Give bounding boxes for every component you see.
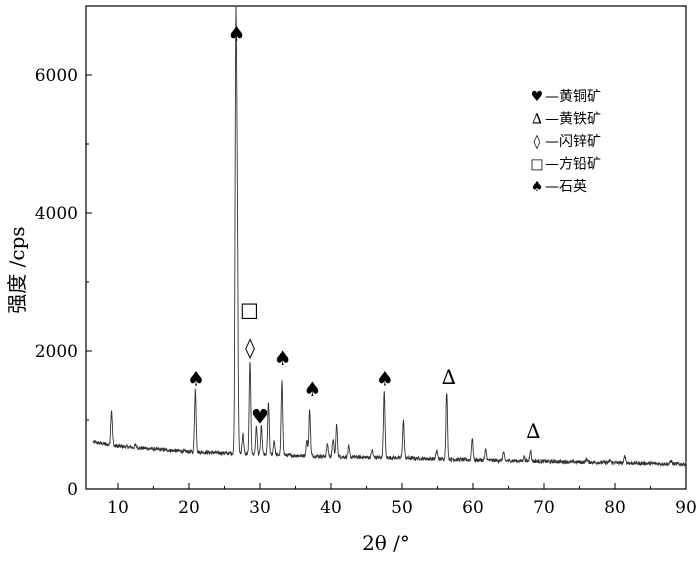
legend-symbol: ♥ xyxy=(531,89,544,105)
x-tick-label: 30 xyxy=(249,498,271,518)
peak-marker: ♠ xyxy=(274,346,292,370)
y-axis-title: 强度 /cps xyxy=(5,226,29,313)
peak-marker: ♠ xyxy=(376,367,394,391)
peak-marker: ♥ xyxy=(251,404,269,428)
x-tick-label: 10 xyxy=(107,498,129,518)
peak-marker: ♠ xyxy=(187,367,205,391)
y-tick-label: 6000 xyxy=(35,66,78,86)
plot-frame xyxy=(85,5,687,490)
legend-symbol: ◊ xyxy=(534,134,541,150)
x-axis: 10 20 30 40 50 60 70 80 90 xyxy=(107,483,697,518)
peak-marker: ∆ xyxy=(526,419,540,443)
peak-marker: ♠ xyxy=(228,22,246,46)
legend-label: —方铅矿 xyxy=(545,157,601,173)
x-tick-label: 50 xyxy=(391,498,413,518)
peak-marker: □ xyxy=(240,298,259,322)
legend-symbol: □ xyxy=(530,157,543,173)
x-tick-label: 60 xyxy=(462,498,484,518)
x-tick-label: 70 xyxy=(533,498,555,518)
y-tick-label: 0 xyxy=(67,480,78,500)
legend: ♥ —黄铜矿∆ —黄铁矿◊ —闪锌矿□ —方铅矿♠ —石英 xyxy=(530,88,601,195)
legend-symbol: ♠ xyxy=(531,179,544,195)
x-tick-label: 40 xyxy=(320,498,342,518)
x-tick-label: 90 xyxy=(675,498,697,518)
peak-marker: ∆ xyxy=(442,365,456,389)
peak-annotations: ♠ ♠ □ ◊ ♥ ♠ ♠ ♠ ∆ ∆ xyxy=(187,22,540,443)
y-axis: 0 2000 4000 6000 xyxy=(35,66,92,500)
peak-marker: ◊ xyxy=(245,335,255,359)
legend-label: —黄铜矿 xyxy=(545,88,601,105)
x-tick-label: 20 xyxy=(178,498,200,518)
x-axis-title: 2θ /° xyxy=(362,531,410,555)
legend-label: —黄铁矿 xyxy=(545,111,601,128)
y-tick-label: 2000 xyxy=(35,342,78,362)
x-tick-label: 80 xyxy=(604,498,626,518)
xrd-series-line xyxy=(92,5,687,467)
legend-label: —石英 xyxy=(545,178,587,195)
y-tick-label: 4000 xyxy=(35,204,78,224)
legend-label: —闪锌矿 xyxy=(545,134,601,150)
peak-marker: ♠ xyxy=(304,377,322,401)
legend-symbol: ∆ xyxy=(532,112,542,128)
